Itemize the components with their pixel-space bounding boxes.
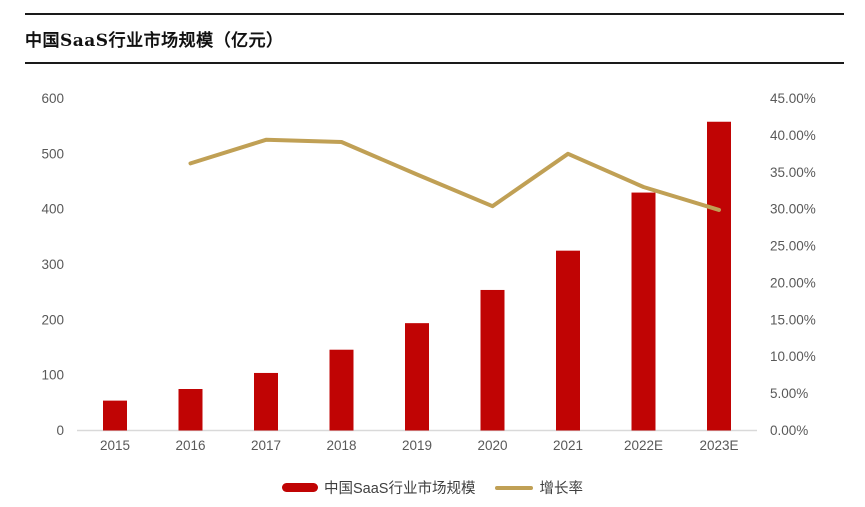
x-axis-tick-2023E: 2023E — [699, 438, 738, 453]
right-axis-tick-45.00%: 45.00% — [770, 91, 816, 106]
line-series-label: 增长率 — [539, 481, 583, 497]
bar-2015 — [103, 400, 127, 431]
right-axis-tick-25.00%: 25.00% — [770, 239, 816, 254]
left-axis-tick-600: 600 — [41, 91, 64, 106]
left-axis-tick-100: 100 — [41, 368, 64, 383]
right-axis-tick-35.00%: 35.00% — [770, 165, 816, 180]
legend-item-market-size: 中国SaaS行业市场规模 — [282, 477, 475, 498]
x-axis-tick-2015: 2015 — [100, 438, 130, 453]
bar-series-swatch-icon — [282, 483, 318, 492]
left-axis-tick-400: 400 — [41, 202, 64, 217]
right-axis-tick-10.00%: 10.00% — [770, 349, 816, 364]
bar-2021 — [556, 250, 580, 431]
bar-2019 — [405, 323, 429, 431]
growth-rate-line — [188, 137, 721, 212]
left-axis-tick-300: 300 — [41, 257, 64, 272]
legend-item-growth-rate: 增长率 — [495, 477, 583, 498]
x-axis-tick-2020: 2020 — [477, 438, 507, 453]
chart-legend: 中国SaaS行业市场规模 增长率 — [0, 477, 865, 498]
left-axis-tick-500: 500 — [41, 146, 64, 161]
x-axis-tick-2021: 2021 — [553, 438, 583, 453]
chart-title: 中国SaaS行业市场规模（亿元） — [25, 31, 284, 51]
bar-2017 — [254, 372, 278, 431]
right-axis-tick-20.00%: 20.00% — [770, 275, 816, 290]
bar-2016 — [178, 389, 203, 431]
right-axis-tick-0.00%: 0.00% — [770, 423, 808, 438]
bar-2023E — [707, 121, 731, 431]
x-axis-tick-2022E: 2022E — [624, 438, 663, 453]
header-bottom-rule — [25, 62, 844, 64]
left-axis-tick-200: 200 — [41, 312, 64, 327]
x-axis-tick-2019: 2019 — [402, 438, 432, 453]
bar-2022E — [631, 192, 656, 431]
right-axis-tick-30.00%: 30.00% — [770, 202, 816, 217]
header-top-rule — [25, 13, 844, 15]
right-axis-tick-15.00%: 15.00% — [770, 312, 816, 327]
x-axis-tick-2016: 2016 — [175, 438, 205, 453]
right-axis-tick-40.00%: 40.00% — [770, 128, 816, 143]
x-axis-tick-2017: 2017 — [251, 438, 281, 453]
bar-2020 — [480, 289, 505, 431]
bar-series-label: 中国SaaS行业市场规模 — [324, 481, 476, 497]
bar-2018 — [329, 349, 354, 431]
right-axis-tick-5.00%: 5.00% — [770, 386, 808, 401]
left-axis-tick-0: 0 — [56, 423, 64, 438]
line-series-swatch-icon — [495, 485, 534, 490]
saas-market-combo-chart: 0 100 200 300 400 500 600 0.00% 5.00% 10.00% 15.00… — [41, 91, 816, 453]
x-axis-tick-2018: 2018 — [326, 438, 356, 453]
